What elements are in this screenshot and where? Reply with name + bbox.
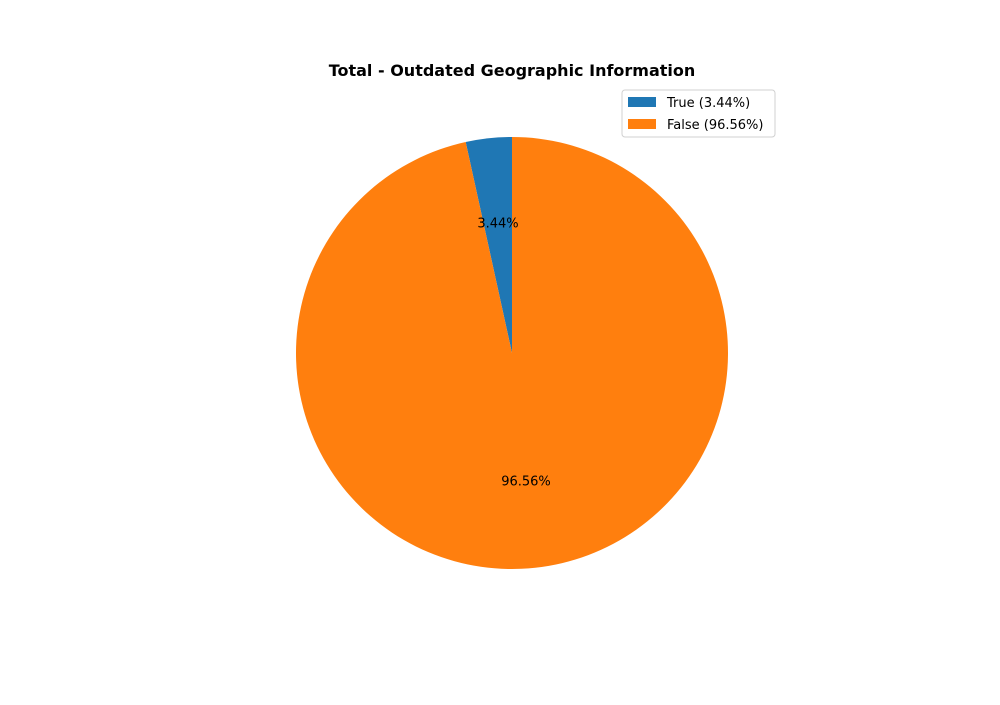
legend-swatch-false <box>628 119 656 129</box>
legend-frame <box>621 89 776 138</box>
legend-swatch-true <box>628 97 656 107</box>
pie-slice-true <box>465 137 512 353</box>
legend-label-false: False (96.56%) <box>667 118 763 133</box>
pie-slice-false <box>296 137 728 569</box>
chart-title: Total - Outdated Geographic Information <box>329 61 696 80</box>
legend: True (3.44%) False (96.56%) <box>621 89 776 138</box>
legend-label-true: True (3.44%) <box>666 96 750 111</box>
slice-label-false: 96.56% <box>501 474 551 489</box>
pie-slices <box>296 137 728 569</box>
slice-label-true: 3.44% <box>477 217 518 232</box>
slice-labels: 3.44% 96.56% <box>477 217 550 490</box>
